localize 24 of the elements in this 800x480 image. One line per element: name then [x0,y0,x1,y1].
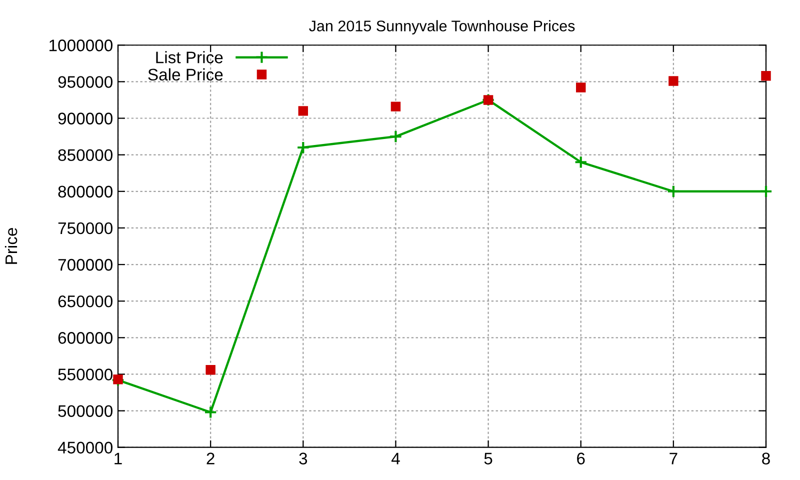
y-tick-label: 800000 [58,186,112,198]
y-tick-label: 750000 [58,222,112,234]
y-tick-label: 600000 [58,332,112,344]
x-tick-label: 4 [391,452,400,464]
y-tick-label: 450000 [58,442,112,454]
x-tick-label: 8 [762,452,770,464]
y-tick-label: 500000 [58,405,112,417]
x-tick-label: 6 [577,452,585,464]
legend-label: List Price [156,51,223,64]
x-tick-label: 7 [670,452,678,464]
x-tick-label: 2 [206,452,214,464]
y-tick-label: 1000000 [50,40,112,52]
y-tick-label: 550000 [58,368,112,380]
y-tick-label: 850000 [58,149,112,162]
x-tick-label: 1 [114,452,122,464]
y-tick-label: 650000 [58,295,112,308]
chart-title: Jan 2015 Sunnyvale Townhouse Prices [309,20,575,34]
x-tick-label: 3 [299,452,308,464]
legend-label: Sale Price [148,68,223,81]
y-axis-title: Price [4,228,18,264]
y-tick-label: 950000 [58,76,112,88]
x-tick-label: 5 [484,452,492,464]
y-tick-label: 900000 [58,112,112,124]
y-tick-label: 700000 [58,258,112,271]
